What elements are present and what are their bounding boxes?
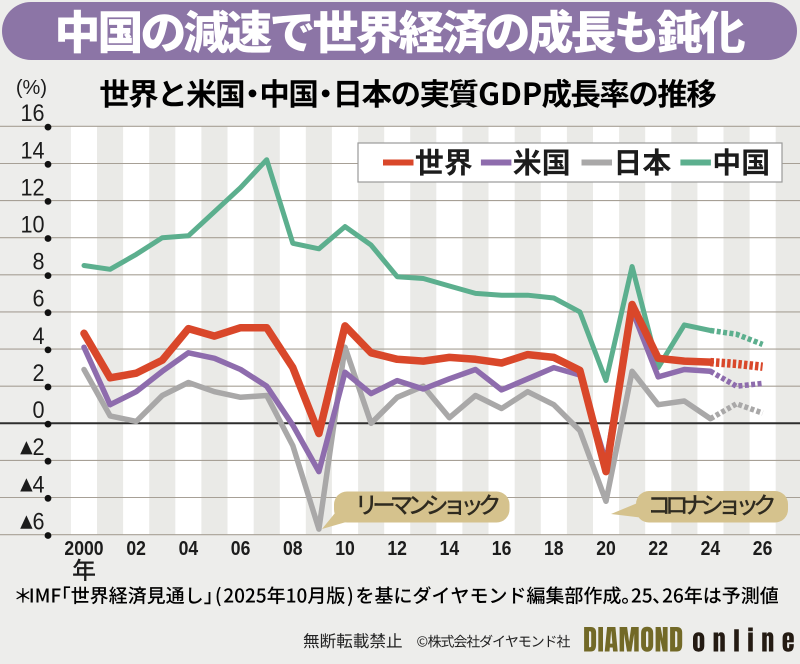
svg-text:14: 14: [20, 136, 44, 163]
svg-text:24: 24: [701, 537, 721, 559]
svg-text:12: 12: [20, 173, 44, 200]
svg-text:20: 20: [596, 537, 616, 559]
svg-text:4: 4: [32, 470, 44, 497]
svg-text:22: 22: [648, 537, 668, 559]
svg-text:6: 6: [32, 507, 44, 534]
svg-text:2: 2: [32, 359, 44, 386]
svg-text:10: 10: [335, 537, 355, 559]
svg-text:16: 16: [20, 99, 44, 126]
svg-text:6: 6: [32, 285, 44, 312]
svg-text:02: 02: [126, 537, 146, 559]
svg-text:4: 4: [32, 322, 44, 349]
svg-text:0: 0: [32, 396, 44, 423]
svg-text:26: 26: [753, 537, 773, 559]
svg-text:(%): (%): [16, 77, 47, 99]
svg-text:12: 12: [387, 537, 407, 559]
svg-text:08: 08: [283, 537, 303, 559]
svg-text:18: 18: [544, 537, 564, 559]
svg-text:16: 16: [492, 537, 512, 559]
svg-text:8: 8: [32, 248, 44, 275]
svg-text:2: 2: [32, 433, 44, 460]
svg-text:14: 14: [440, 537, 460, 559]
svg-text:06: 06: [231, 537, 251, 559]
svg-text:2000: 2000: [64, 537, 103, 559]
svg-text:04: 04: [179, 537, 199, 559]
svg-text:10: 10: [20, 210, 44, 237]
